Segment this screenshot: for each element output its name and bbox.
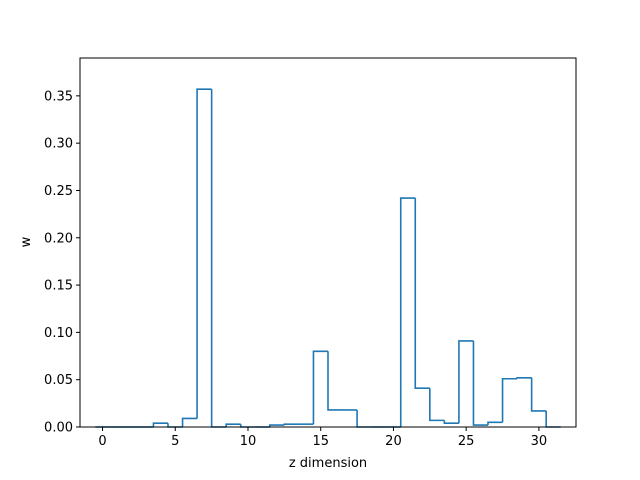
- x-tick-label: 25: [458, 434, 475, 449]
- x-tick-label: 20: [385, 434, 402, 449]
- histogram-bin: [327, 351, 343, 411]
- histogram-bin: [196, 88, 212, 419]
- histogram-bin: [429, 388, 445, 422]
- histogram-bin: [181, 417, 198, 427]
- plot-area: [79, 57, 577, 428]
- histogram-bin: [399, 197, 416, 427]
- y-tick-label: 0.05: [44, 373, 73, 388]
- histogram-bin: [545, 410, 561, 428]
- y-tick-label: 0.25: [44, 184, 73, 199]
- x-axis: 0 5 10 15 20 25 30: [98, 427, 547, 449]
- x-tick-label: 30: [531, 434, 548, 449]
- histogram-bin: [487, 421, 503, 426]
- histogram-bin: [269, 424, 285, 427]
- histogram-bin: [472, 340, 488, 426]
- y-tick-label: 0.35: [44, 89, 73, 104]
- histogram-bin: [443, 420, 459, 425]
- y-tick-label: 0.00: [44, 421, 73, 436]
- y-axis: 0.00 0.05 0.10 0.15 0.20 0.25 0.30 0.35: [44, 89, 80, 436]
- x-tick-label: 10: [240, 434, 257, 449]
- y-tick-label: 0.30: [44, 137, 73, 152]
- x-tick-label: 15: [312, 434, 329, 449]
- x-axis-label: z dimension: [289, 456, 367, 471]
- histogram-bin: [458, 340, 474, 424]
- histogram-bin: [210, 89, 227, 428]
- histogram-bin: [312, 350, 328, 425]
- histogram-bin: [530, 377, 547, 412]
- histogram-bin: [225, 423, 241, 427]
- x-tick-label: 5: [171, 434, 179, 449]
- histogram-bin: [152, 422, 168, 427]
- histogram-bin: [516, 377, 532, 379]
- histogram-bin: [356, 409, 372, 428]
- histogram-bin: [283, 423, 299, 426]
- y-axis-label: w: [19, 236, 34, 247]
- y-tick-label: 0.15: [44, 279, 73, 294]
- histogram-bin: [167, 423, 183, 428]
- y-tick-label: 0.20: [44, 231, 73, 246]
- histogram-bin: [501, 377, 518, 423]
- axes-frame: [79, 57, 577, 428]
- x-tick-label: 0: [98, 434, 106, 449]
- histogram-bin: [414, 198, 430, 390]
- y-tick-label: 0.10: [44, 326, 73, 341]
